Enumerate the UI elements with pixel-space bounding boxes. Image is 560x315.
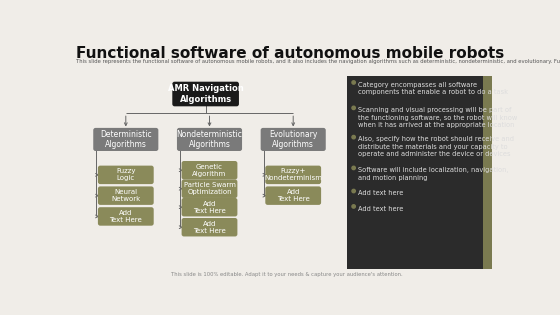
Circle shape [352,205,356,208]
FancyBboxPatch shape [177,128,242,151]
Circle shape [352,135,356,139]
FancyBboxPatch shape [265,186,321,205]
Text: Deterministic
Algorithms: Deterministic Algorithms [100,130,152,149]
Circle shape [352,189,356,193]
FancyBboxPatch shape [181,180,237,198]
Text: Particle Swarm
Optimization: Particle Swarm Optimization [184,182,235,195]
FancyBboxPatch shape [98,166,153,184]
FancyBboxPatch shape [94,128,158,151]
FancyBboxPatch shape [172,82,239,106]
FancyBboxPatch shape [98,207,153,226]
Circle shape [352,81,356,84]
Text: Fuzzy+
Nondeterminism: Fuzzy+ Nondeterminism [264,168,322,181]
Text: Neural
Network: Neural Network [111,189,141,202]
Text: Evolutionary
Algorithms: Evolutionary Algorithms [269,130,318,149]
FancyBboxPatch shape [98,186,153,205]
Text: Scanning and visual processing will be part of
the functioning software, so the : Scanning and visual processing will be p… [357,107,517,128]
Text: Functional software of autonomous mobile robots: Functional software of autonomous mobile… [76,45,505,60]
Text: AMR Navigation
Algorithms: AMR Navigation Algorithms [168,84,244,104]
FancyBboxPatch shape [181,161,237,180]
Text: Add text here: Add text here [357,206,403,212]
Circle shape [352,166,356,169]
Text: Genetic
Algorithm: Genetic Algorithm [193,164,227,177]
FancyBboxPatch shape [260,128,326,151]
FancyBboxPatch shape [483,76,492,269]
FancyBboxPatch shape [347,76,483,269]
Circle shape [352,106,356,110]
FancyBboxPatch shape [181,198,237,216]
Text: Add
Text Here: Add Text Here [193,201,226,214]
Text: Software will include localization, navigation,
and motion planning: Software will include localization, navi… [357,167,508,181]
Text: Category encompasses all software
components that enable a robot to do a task: Category encompasses all software compon… [357,82,507,95]
FancyBboxPatch shape [181,218,237,237]
Text: Add text here: Add text here [357,190,403,196]
FancyBboxPatch shape [265,166,321,184]
Text: Add
Text Here: Add Text Here [109,210,142,223]
Text: Add
Text Here: Add Text Here [277,189,310,202]
Text: Nondeterministic
Algorithms: Nondeterministic Algorithms [176,130,242,149]
Text: This slide represents the functional software of autonomous mobile robots, and i: This slide represents the functional sof… [76,59,560,64]
Text: Fuzzy
Logic: Fuzzy Logic [116,168,136,181]
Text: Also, specify how the robot should receive and
distribute the materials and your: Also, specify how the robot should recei… [357,136,514,158]
Text: Add
Text Here: Add Text Here [193,221,226,234]
Text: This slide is 100% editable. Adapt it to your needs & capture your audience's at: This slide is 100% editable. Adapt it to… [171,272,403,277]
